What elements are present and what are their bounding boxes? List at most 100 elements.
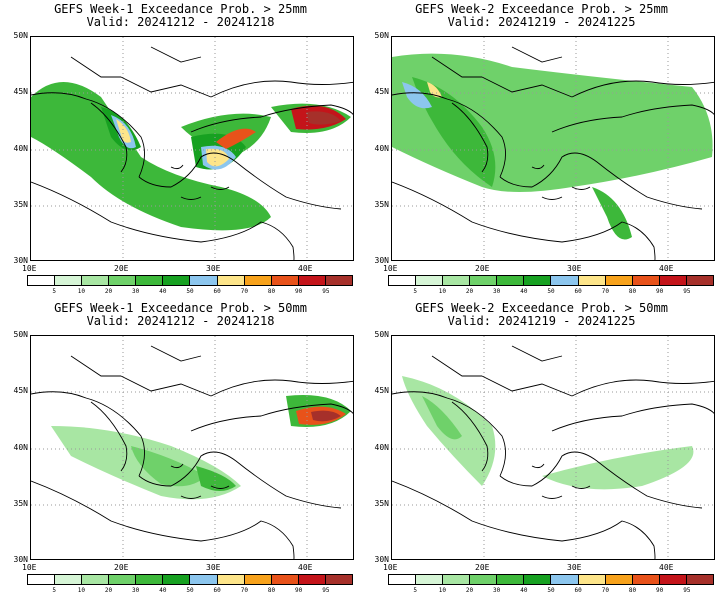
colorbar-segment	[686, 575, 713, 584]
colorbar-segment	[55, 276, 83, 285]
coastline-border	[392, 480, 656, 559]
latitude-label: 40N	[374, 443, 389, 452]
valid-date-range: Valid: 20241212 - 20241218	[86, 314, 275, 328]
map-canvas	[31, 336, 353, 559]
colorbar-tick-label: 95	[322, 288, 330, 295]
coastline-border	[392, 92, 506, 178]
latitude-label: 45N	[374, 386, 389, 395]
coastline-border	[531, 164, 591, 200]
latitude-label: 40N	[374, 144, 389, 153]
valid-date-range: Valid: 20241219 - 20241225	[447, 15, 636, 29]
latitude-label: 45N	[374, 87, 389, 96]
longitude-label: 30E	[206, 264, 221, 273]
colorbar-tick-label: 80	[267, 288, 276, 295]
longitude-label: 10E	[383, 264, 398, 273]
colorbar-tick-label: 40	[159, 288, 167, 295]
colorbar-segment	[389, 276, 417, 285]
colorbar-tick-label: 70	[240, 288, 248, 295]
coastline-border	[90, 401, 128, 472]
colorbar-tick-label: 40	[520, 288, 528, 295]
colorbar-tick-label: 20	[104, 587, 113, 594]
colorbar-tick-label: 5	[52, 288, 56, 295]
probability-contour-fill	[306, 111, 341, 125]
longitude-label: 30E	[567, 563, 582, 572]
probability-contour-fill	[31, 82, 271, 231]
colorbar-segment	[217, 575, 245, 584]
colorbar-segment	[578, 575, 606, 584]
colorbar-segment	[686, 276, 713, 285]
colorbar-tick-label: 40	[520, 587, 528, 594]
colorbar-tick-label: 20	[104, 288, 113, 295]
map-panel-week1-25mm: GEFS Week-1 Exceedance Prob. > 25mm Valid…	[0, 0, 361, 299]
colorbar	[27, 574, 353, 585]
colorbar	[27, 275, 353, 286]
latitude-label: 35N	[13, 499, 28, 508]
colorbar-tick-label: 30	[132, 288, 140, 295]
colorbar-tick-label: 30	[493, 288, 501, 295]
panel-title: GEFS Week-2 Exceedance Prob. > 50mm	[415, 301, 668, 315]
coastline-border	[451, 401, 489, 472]
colorbar-segment	[163, 276, 191, 285]
coastline-border	[138, 451, 342, 509]
latitude-label: 50N	[13, 31, 28, 40]
probability-map	[391, 335, 715, 560]
coastline-border	[210, 80, 353, 98]
longitude-label: 20E	[475, 264, 490, 273]
colorbar	[388, 275, 714, 286]
colorbar-tick-label: 70	[240, 587, 248, 594]
colorbar-tick-label: 5	[413, 587, 417, 594]
colorbar-tick-label: 80	[267, 587, 276, 594]
colorbar-tick-label: 95	[322, 587, 330, 594]
colorbar-tick-label: 80	[628, 587, 637, 594]
latitude-label: 30N	[13, 555, 28, 564]
coastline-border	[138, 152, 342, 210]
coastline-border	[31, 181, 295, 260]
probability-map	[30, 335, 354, 560]
colorbar-segment	[551, 575, 579, 584]
coastline-border	[499, 451, 703, 509]
colorbar-segment	[325, 276, 352, 285]
colorbar-segment	[325, 575, 352, 584]
colorbar-tick-label: 10	[438, 288, 446, 295]
colorbar-tick-label: 60	[213, 587, 221, 594]
colorbar-segment	[109, 276, 137, 285]
coastline-border	[190, 104, 353, 133]
colorbar-tick-label: 50	[186, 587, 194, 594]
latitude-label: 35N	[13, 200, 28, 209]
colorbar-segment	[271, 276, 299, 285]
longitude-label: 40E	[659, 264, 674, 273]
colorbar-segment	[190, 276, 218, 285]
colorbar-tick-label: 10	[438, 587, 446, 594]
coastline-border	[70, 46, 212, 98]
colorbar-segment	[244, 276, 272, 285]
colorbar-segment	[416, 575, 444, 584]
colorbar-tick-label: 70	[601, 288, 609, 295]
probability-contour-fill	[412, 77, 496, 187]
colorbar-segment	[497, 575, 525, 584]
colorbar-segment	[217, 276, 245, 285]
colorbar-segment	[551, 276, 579, 285]
valid-date-range: Valid: 20241219 - 20241225	[447, 314, 636, 328]
coastline-border	[451, 102, 489, 173]
colorbar-tick-label: 10	[77, 288, 85, 295]
coastline-border	[31, 391, 145, 477]
coastline-border	[392, 391, 506, 477]
coastline-border	[392, 181, 656, 260]
coastline-border	[551, 403, 714, 432]
colorbar-tick-label: 20	[465, 587, 474, 594]
colorbar-segment	[470, 276, 498, 285]
colorbar-segment	[443, 575, 471, 584]
colorbar-tick-label: 90	[656, 587, 664, 594]
colorbar-tick-label: 5	[413, 288, 417, 295]
probability-contour-fill	[116, 119, 131, 143]
coastline-border	[210, 379, 353, 397]
colorbar-tick-label: 50	[547, 587, 555, 594]
colorbar-tick-label: 50	[186, 288, 194, 295]
latitude-label: 30N	[374, 256, 389, 265]
probability-contour-fill	[592, 187, 632, 240]
map-canvas	[392, 37, 714, 260]
latitude-label: 40N	[13, 144, 28, 153]
colorbar-segment	[389, 575, 417, 584]
colorbar	[388, 574, 714, 585]
colorbar-segment	[632, 575, 660, 584]
